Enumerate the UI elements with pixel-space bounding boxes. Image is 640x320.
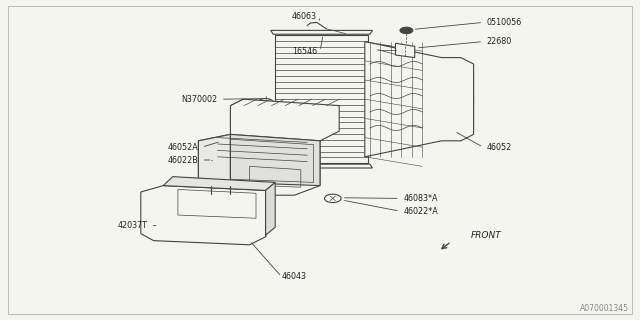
Text: 46022B: 46022B — [168, 156, 198, 164]
Circle shape — [216, 138, 229, 144]
Text: 46083*A: 46083*A — [403, 194, 438, 203]
Circle shape — [258, 99, 273, 106]
Polygon shape — [365, 42, 474, 157]
Polygon shape — [266, 182, 275, 237]
Text: 46052A: 46052A — [168, 143, 198, 152]
Text: 42037T: 42037T — [117, 221, 147, 230]
Polygon shape — [230, 99, 339, 141]
Circle shape — [212, 156, 229, 164]
Text: 46022*A: 46022*A — [403, 207, 438, 216]
Text: N370002: N370002 — [182, 95, 218, 104]
Text: 22680: 22680 — [486, 37, 511, 46]
Polygon shape — [230, 134, 320, 186]
Text: 46063: 46063 — [292, 12, 317, 20]
Circle shape — [372, 45, 396, 57]
Polygon shape — [271, 30, 372, 34]
Text: FRONT: FRONT — [470, 231, 501, 240]
Circle shape — [400, 27, 413, 34]
Ellipse shape — [416, 61, 474, 138]
Polygon shape — [141, 186, 266, 245]
Polygon shape — [163, 177, 275, 190]
Circle shape — [188, 180, 220, 196]
Text: A070001345: A070001345 — [579, 304, 628, 313]
Polygon shape — [198, 134, 320, 195]
Text: 0510056: 0510056 — [486, 18, 522, 27]
Circle shape — [324, 194, 341, 203]
Text: 16546: 16546 — [292, 47, 317, 56]
Polygon shape — [396, 43, 415, 58]
Text: 46043: 46043 — [282, 272, 307, 281]
Text: 46052: 46052 — [486, 143, 511, 152]
Polygon shape — [271, 164, 372, 168]
Polygon shape — [198, 134, 230, 189]
Polygon shape — [275, 35, 368, 163]
Circle shape — [143, 222, 159, 229]
